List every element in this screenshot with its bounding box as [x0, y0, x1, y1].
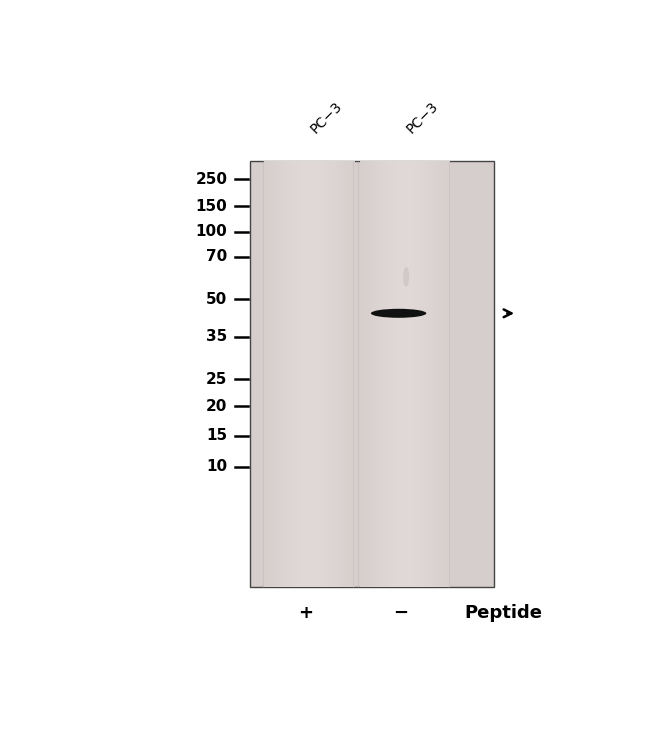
Bar [436, 161, 438, 586]
Bar [282, 161, 285, 586]
Bar [411, 161, 414, 586]
Bar [375, 161, 378, 586]
Bar [363, 161, 366, 586]
Bar [445, 161, 447, 586]
Text: 100: 100 [196, 224, 228, 239]
Text: PC−3: PC−3 [404, 99, 441, 135]
Text: Peptide: Peptide [464, 604, 542, 622]
Bar [390, 161, 393, 586]
Bar [306, 161, 309, 586]
Bar [381, 161, 384, 586]
Ellipse shape [371, 309, 426, 318]
Text: 50: 50 [206, 292, 228, 307]
Bar [333, 161, 337, 586]
Text: 10: 10 [206, 459, 228, 474]
Bar [402, 161, 405, 586]
Text: 25: 25 [206, 372, 228, 386]
Bar [343, 161, 346, 586]
Bar [337, 161, 340, 586]
Bar [441, 161, 445, 586]
Bar [378, 161, 381, 586]
Bar [318, 161, 322, 586]
Bar [430, 161, 432, 586]
Bar [300, 161, 304, 586]
Bar [280, 161, 282, 586]
Bar [414, 161, 417, 586]
Bar [291, 161, 294, 586]
Bar [250, 161, 494, 586]
Bar [349, 161, 352, 586]
Bar [289, 161, 291, 586]
Text: 70: 70 [206, 250, 228, 264]
Bar [346, 161, 349, 586]
Bar [324, 161, 328, 586]
Bar [276, 161, 280, 586]
Bar [447, 161, 450, 586]
Bar [304, 161, 306, 586]
Bar [405, 161, 408, 586]
Bar [285, 161, 289, 586]
Bar [432, 161, 436, 586]
Bar [423, 161, 426, 586]
Text: 20: 20 [206, 399, 228, 414]
Bar [264, 161, 267, 586]
Bar [352, 161, 355, 586]
Bar [297, 161, 300, 586]
Bar [393, 161, 396, 586]
Bar [417, 161, 421, 586]
Bar [313, 161, 315, 586]
Bar [426, 161, 430, 586]
Text: PC−3: PC−3 [308, 99, 345, 135]
Bar [366, 161, 369, 586]
Bar [369, 161, 372, 586]
Bar [399, 161, 402, 586]
Bar [421, 161, 423, 586]
Bar [384, 161, 387, 586]
Bar [294, 161, 297, 586]
Bar [340, 161, 343, 586]
Bar [322, 161, 324, 586]
Bar [309, 161, 313, 586]
Bar [273, 161, 276, 586]
Bar [396, 161, 399, 586]
Bar [408, 161, 411, 586]
Bar [328, 161, 331, 586]
Text: +: + [298, 604, 313, 622]
Bar [387, 161, 390, 586]
Bar [438, 161, 441, 586]
Text: −: − [393, 604, 409, 622]
Bar [372, 161, 375, 586]
Ellipse shape [403, 266, 410, 286]
Text: 250: 250 [196, 171, 228, 187]
Bar [267, 161, 270, 586]
Bar [331, 161, 333, 586]
Bar [360, 161, 363, 586]
Text: 150: 150 [196, 198, 228, 214]
Bar [315, 161, 318, 586]
Text: 35: 35 [206, 329, 228, 345]
Bar [270, 161, 273, 586]
Text: 15: 15 [206, 428, 228, 443]
